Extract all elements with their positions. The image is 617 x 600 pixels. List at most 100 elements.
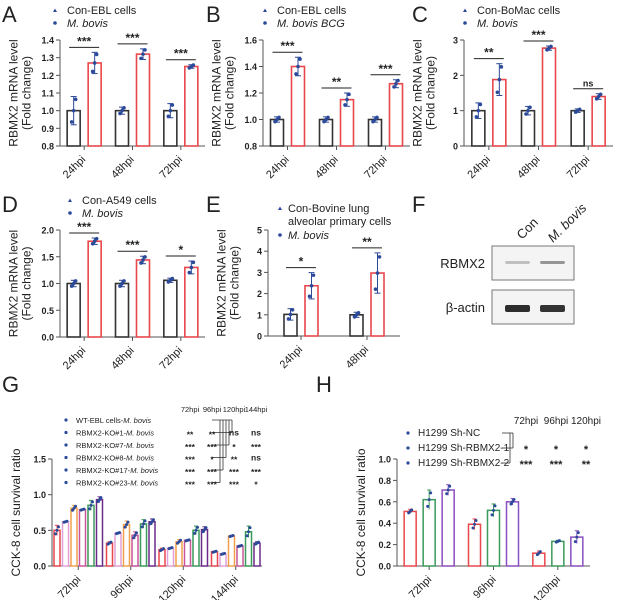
- y-tick-label: 1.2: [244, 89, 257, 99]
- significance-label: ***: [77, 220, 91, 234]
- data-point: [143, 48, 147, 52]
- y-tick-label: 1: [257, 310, 262, 320]
- data-point: [476, 108, 481, 113]
- data-point: [142, 522, 145, 526]
- x-tick-label: 120hpi: [531, 574, 563, 600]
- y-tick-label: 1.3: [41, 53, 54, 63]
- sig-table-cell: ***: [207, 467, 218, 477]
- y-tick-label: 0: [453, 142, 458, 152]
- legend-marker-control: [53, 8, 57, 12]
- data-point: [166, 114, 171, 119]
- data-point: [179, 538, 182, 542]
- data-point: [426, 504, 430, 508]
- data-point: [94, 52, 99, 57]
- legend-label-control: Con-A549 cells: [82, 195, 157, 207]
- data-point: [231, 534, 235, 538]
- data-point: [118, 284, 122, 288]
- x-tick-label: 48hpi: [109, 154, 137, 182]
- data-point: [538, 550, 542, 554]
- bar: [53, 529, 61, 567]
- blot-band: [540, 261, 565, 264]
- significance-label: *: [178, 243, 183, 257]
- lane-label-m-bovis: M. bovis: [545, 200, 590, 245]
- bar: [66, 282, 81, 338]
- significance-label: ***: [531, 28, 545, 42]
- x-tick-label: 144hpi: [209, 574, 241, 600]
- bar: [61, 521, 70, 567]
- data-point: [257, 540, 260, 544]
- y-axis-label: RBMX2 mRNA level: [7, 230, 21, 337]
- bar: [367, 118, 383, 147]
- data-point: [162, 547, 165, 551]
- bar: [114, 109, 130, 147]
- panel-label-c: C: [412, 2, 428, 27]
- sig-table-header: 96hpi: [544, 416, 568, 427]
- panel-label-h: H: [316, 372, 332, 397]
- y-axis-label: (Fold change): [424, 56, 438, 130]
- x-tick-label: 96hpi: [471, 574, 499, 600]
- legend-label-control: Con-EBL cells: [277, 5, 347, 17]
- data-point: [135, 531, 138, 535]
- data-point: [194, 528, 198, 532]
- data-point: [345, 97, 349, 102]
- data-point: [277, 115, 281, 120]
- sig-table-cell: **: [231, 455, 238, 465]
- data-point: [375, 115, 379, 120]
- blot-band: [540, 305, 565, 312]
- sig-table-cell: ***: [185, 467, 196, 477]
- bar: [184, 65, 199, 147]
- y-tick-label: 3: [453, 36, 458, 46]
- data-point: [141, 52, 145, 56]
- y-tick-label: 2.0: [41, 226, 54, 236]
- sig-table-cell: ***: [251, 467, 262, 477]
- data-point: [497, 77, 502, 82]
- data-point: [69, 120, 74, 124]
- data-point: [193, 531, 196, 535]
- data-point: [473, 522, 476, 526]
- x-tick-label: 24hpi: [61, 154, 89, 182]
- bar: [87, 504, 95, 567]
- y-tick-label: 0.0: [378, 562, 391, 572]
- data-point: [120, 108, 124, 113]
- chart-d: 0.0 0.5 1.0 1.5 2.0 RBMX2 mRNA level (Fold cha…: [7, 195, 205, 373]
- data-point: [196, 525, 199, 529]
- data-point: [120, 281, 124, 286]
- data-point: [296, 64, 300, 69]
- data-point: [445, 492, 449, 496]
- data-point: [396, 78, 400, 83]
- sig-table-cell: **: [582, 459, 591, 471]
- y-tick-label: 1.4: [244, 62, 257, 72]
- sig-table-header: 120hpi: [571, 416, 601, 427]
- sig-table-header: 144hpi: [245, 405, 268, 414]
- data-point: [375, 271, 380, 275]
- x-tick-label: 72hpi: [407, 574, 435, 600]
- y-tick-label: 0.0: [41, 333, 54, 343]
- bar: [114, 532, 122, 567]
- legend-label: RBMX2-KO#7-M. bovis: [76, 441, 154, 450]
- data-point: [140, 525, 144, 529]
- x-tick-label: 24hpi: [61, 345, 89, 373]
- y-tick-label: 1.0: [41, 106, 54, 116]
- bar: [163, 279, 178, 338]
- legend-label: WT-EBL cells-M. bovis: [76, 416, 151, 425]
- data-point: [139, 261, 143, 265]
- x-tick-label: 72hpi: [362, 154, 390, 182]
- data-point: [573, 540, 577, 544]
- bar: [403, 510, 417, 567]
- data-point: [187, 270, 192, 275]
- y-tick-label: 3: [257, 268, 262, 278]
- sig-table-header: 96hpi: [203, 405, 222, 414]
- data-point: [429, 491, 433, 495]
- data-point: [394, 81, 398, 86]
- panel-label-e: E: [206, 192, 221, 217]
- data-point: [99, 496, 103, 500]
- legend-label: RBMX2-KO#17-M. bovis: [76, 466, 158, 475]
- data-point: [577, 107, 582, 112]
- sig-table-header: 120hpi: [223, 405, 246, 414]
- significance-label: *: [299, 255, 304, 269]
- bar: [269, 118, 285, 147]
- legend-label-control-cont: alveolar primary cells: [288, 216, 392, 228]
- bar: [135, 53, 151, 147]
- data-point: [478, 102, 483, 107]
- x-tick-label: 24hpi: [264, 154, 292, 182]
